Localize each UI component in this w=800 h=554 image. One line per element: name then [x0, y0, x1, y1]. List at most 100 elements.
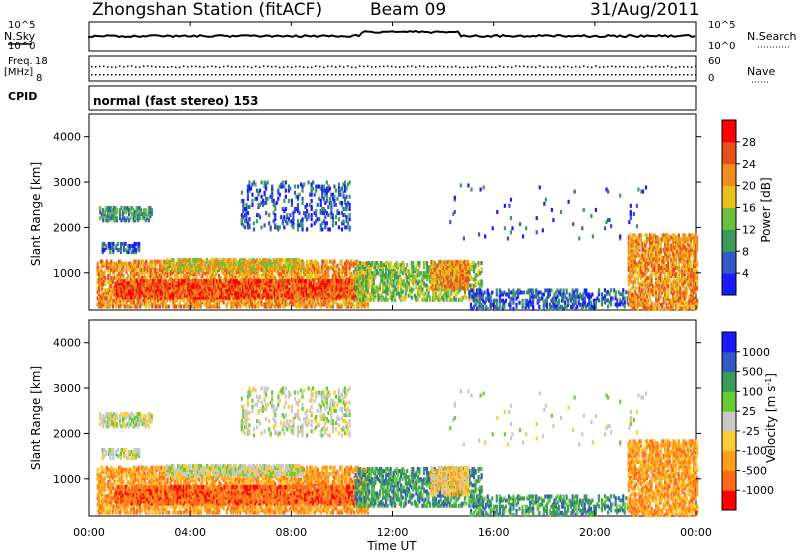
power-cell	[270, 289, 273, 294]
power-cell	[211, 262, 215, 267]
power-cell	[274, 223, 277, 228]
power-cell	[321, 273, 324, 278]
power-cell	[117, 261, 121, 266]
power-cell	[271, 266, 274, 271]
nave-dot	[415, 74, 417, 76]
power-cell	[192, 300, 195, 305]
power-cell	[359, 271, 362, 276]
power-cell	[115, 246, 118, 251]
nave-dot	[467, 74, 469, 76]
freq-unit-label: [MHz]	[4, 67, 33, 78]
power-cell	[184, 258, 187, 263]
power-cell	[142, 263, 145, 268]
power-cell	[236, 275, 239, 280]
power-cell	[309, 265, 312, 270]
freq-dot	[575, 65, 577, 68]
power-cell	[350, 263, 353, 268]
power-cell	[263, 223, 266, 228]
power-cell	[418, 285, 421, 290]
power-cell	[222, 269, 225, 274]
power-cell	[163, 261, 166, 266]
power-cell	[132, 214, 135, 219]
power-cell	[303, 279, 307, 284]
power-cell	[266, 273, 269, 278]
power-cell	[273, 293, 276, 298]
power-cell	[181, 269, 184, 274]
power-cell	[245, 273, 248, 278]
power-cell	[232, 287, 235, 292]
power-cell	[306, 273, 309, 278]
power-cell	[194, 283, 197, 288]
power-cell	[365, 281, 368, 286]
power-cell	[310, 265, 313, 270]
power-cell	[109, 250, 112, 255]
power-cell	[251, 262, 254, 267]
power-cell	[354, 281, 357, 286]
power-cell	[241, 289, 244, 294]
power-cell	[107, 292, 110, 297]
power-cell	[252, 281, 255, 286]
nave-dot	[151, 74, 153, 76]
power-cell	[131, 298, 134, 303]
power-cell	[205, 293, 208, 298]
freq-tick-min: 8	[36, 73, 42, 84]
power-cell	[295, 273, 298, 278]
power-cell	[158, 269, 162, 274]
power-cell	[185, 279, 188, 284]
power-cell	[199, 266, 202, 271]
power-cell	[248, 269, 251, 274]
power-cell	[242, 209, 245, 214]
power-cell	[130, 291, 134, 296]
power-cell	[166, 258, 169, 263]
power-cell	[148, 265, 151, 270]
power-cell	[289, 268, 292, 273]
power-cell	[155, 298, 158, 303]
power-cell	[356, 293, 359, 298]
power-cell	[149, 212, 152, 217]
power-cell	[404, 269, 407, 274]
power-cell	[224, 273, 227, 278]
power-cell	[99, 259, 102, 264]
power-cell	[401, 279, 404, 284]
nsearch-tick-min: 10^0	[708, 41, 735, 52]
power-cell	[137, 295, 140, 300]
power-cell	[152, 273, 155, 278]
power-cell	[337, 281, 340, 286]
power-cell	[360, 293, 363, 298]
power-cell	[424, 261, 427, 265]
power-cell	[211, 275, 215, 280]
power-cell	[299, 223, 303, 228]
power-cell	[139, 304, 142, 309]
power-cell	[357, 304, 360, 309]
power-cell	[147, 210, 150, 215]
power-cell	[356, 304, 359, 309]
power-cell	[217, 281, 220, 286]
power-cell	[359, 302, 362, 307]
power-cell	[169, 260, 172, 265]
power-cell	[217, 298, 221, 303]
power-cell	[135, 210, 138, 215]
power-cell	[398, 271, 401, 276]
power-cell	[410, 261, 413, 265]
power-cell	[230, 266, 233, 271]
power-cell	[283, 271, 286, 276]
power-cell	[147, 212, 150, 217]
power-cell	[331, 289, 334, 294]
freq-dot	[155, 66, 157, 68]
power-cell	[264, 283, 267, 288]
power-cell	[98, 269, 101, 274]
power-cell	[161, 279, 164, 284]
power-cell	[225, 281, 228, 286]
power-cell	[407, 283, 410, 288]
power-cell	[369, 297, 372, 302]
power-cell	[321, 184, 324, 189]
power-cell	[155, 285, 158, 290]
power-cell	[213, 273, 216, 278]
power-cell	[119, 248, 123, 253]
power-cell	[131, 265, 134, 270]
power-cell	[107, 267, 110, 272]
power-cell	[112, 216, 115, 221]
power-cell	[246, 300, 250, 305]
power-cell	[121, 212, 125, 217]
power-cell	[132, 285, 135, 290]
